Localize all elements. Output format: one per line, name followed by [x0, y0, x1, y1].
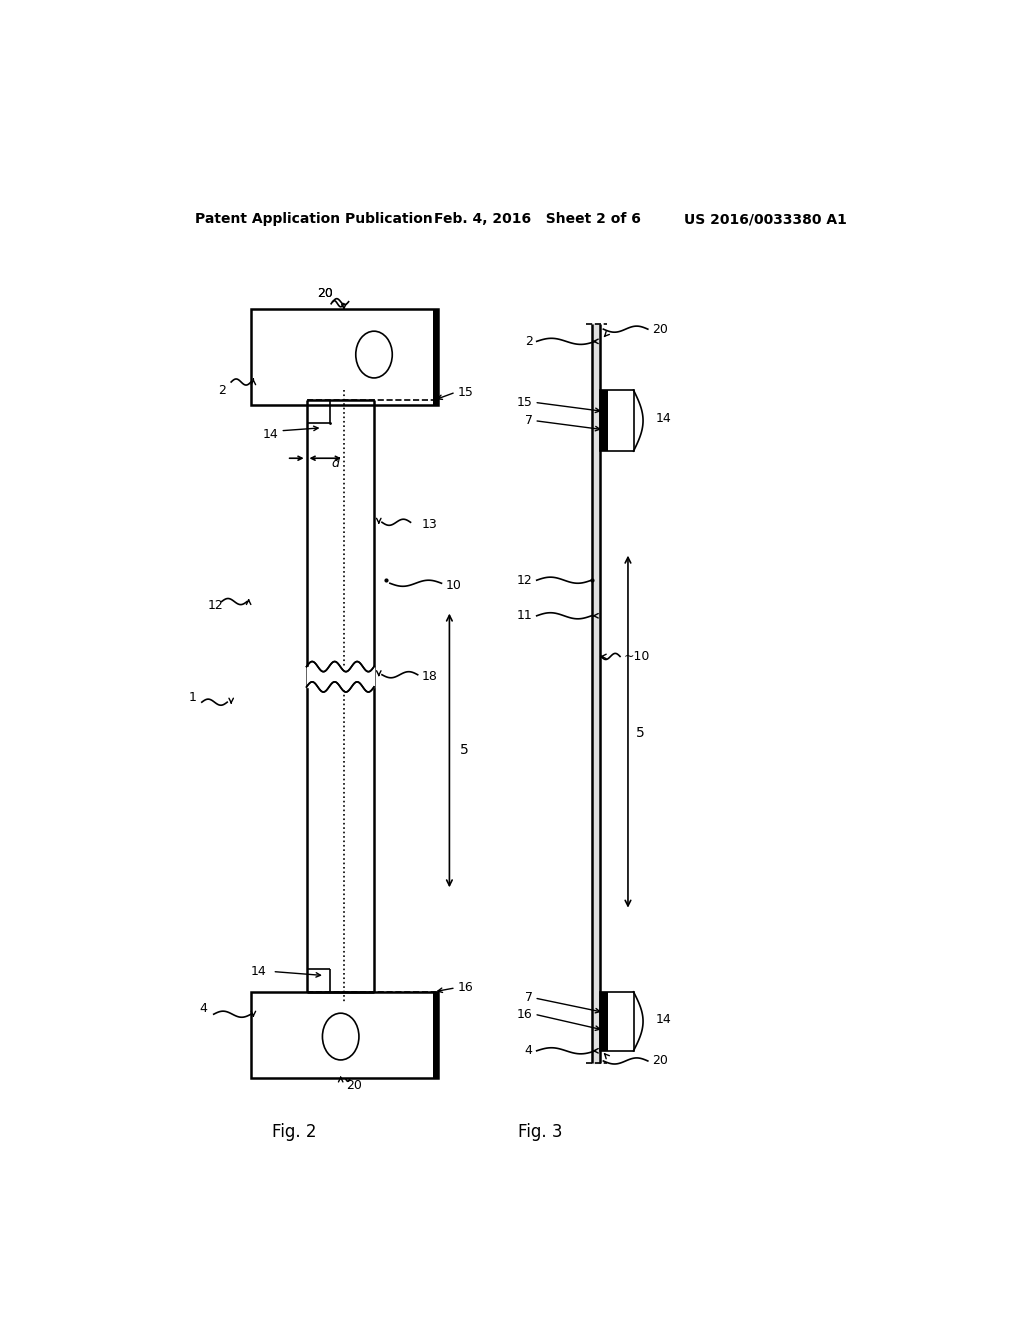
Bar [600, 991, 608, 1051]
Text: 12: 12 [517, 574, 532, 586]
Text: ~10: ~10 [624, 649, 650, 663]
Text: 12: 12 [207, 599, 223, 612]
Text: 20: 20 [316, 286, 333, 300]
Text: 20: 20 [316, 286, 333, 300]
Text: 2: 2 [218, 384, 225, 396]
Text: 20: 20 [652, 322, 668, 335]
Text: 7: 7 [524, 414, 532, 428]
Bar [600, 391, 634, 451]
Text: 14: 14 [263, 429, 279, 441]
Text: 11: 11 [517, 610, 532, 622]
Text: 5: 5 [636, 726, 644, 739]
Text: 20: 20 [652, 1055, 668, 1068]
Text: 14: 14 [655, 1012, 672, 1026]
Bar [433, 991, 437, 1078]
Text: 16: 16 [517, 1007, 532, 1020]
Text: 18: 18 [422, 671, 437, 684]
Text: Feb. 4, 2016   Sheet 2 of 6: Feb. 4, 2016 Sheet 2 of 6 [433, 213, 640, 227]
Text: 20: 20 [346, 1078, 362, 1092]
Text: 4: 4 [200, 1002, 207, 1015]
Text: 15: 15 [458, 385, 473, 399]
Text: 14: 14 [251, 965, 267, 978]
Text: 5: 5 [460, 743, 469, 756]
Text: d: d [331, 457, 339, 470]
Bar [600, 391, 608, 451]
Text: Fig. 2: Fig. 2 [272, 1123, 316, 1140]
Text: 14: 14 [655, 412, 672, 425]
Bar [251, 991, 437, 1078]
Bar [251, 309, 437, 405]
Text: 7: 7 [524, 991, 532, 1005]
Text: 10: 10 [445, 578, 462, 591]
Text: Patent Application Publication: Patent Application Publication [196, 213, 433, 227]
Text: 2: 2 [525, 335, 532, 348]
Text: 15: 15 [517, 396, 532, 409]
Text: US 2016/0033380 A1: US 2016/0033380 A1 [684, 213, 847, 227]
Bar [600, 991, 634, 1051]
Text: 13: 13 [422, 517, 437, 531]
Bar [433, 309, 437, 405]
Text: Fig. 3: Fig. 3 [518, 1123, 563, 1140]
Text: 16: 16 [458, 981, 473, 994]
Text: 4: 4 [525, 1044, 532, 1057]
Text: 1: 1 [189, 690, 197, 704]
